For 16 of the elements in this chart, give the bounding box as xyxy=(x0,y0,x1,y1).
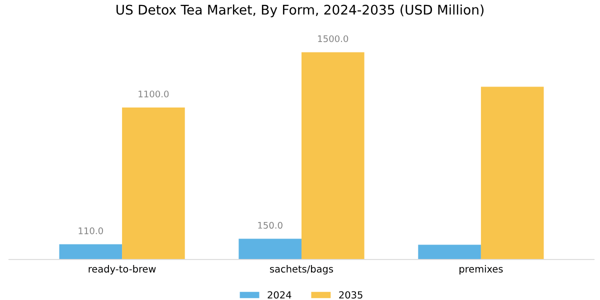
data-label: 1100.0 xyxy=(138,90,169,98)
chart-title: US Detox Tea Market, By Form, 2024-2035 (USD Million) xyxy=(116,4,484,18)
bar xyxy=(238,238,302,260)
x-tick-label: ready-to-brew xyxy=(88,265,156,274)
data-label: 150.0 xyxy=(258,222,282,229)
data-label: 110.0 xyxy=(78,227,103,234)
data-label: 1500.0 xyxy=(318,35,348,42)
bar xyxy=(480,86,544,260)
bar xyxy=(59,244,122,260)
bar xyxy=(302,52,364,260)
bar xyxy=(122,108,185,260)
bar xyxy=(418,244,481,260)
legend-label: 2024 xyxy=(268,291,292,299)
x-tick-label: sachets/bags xyxy=(270,265,334,274)
x-tick-label: premixes xyxy=(460,265,503,274)
legend-label: 2035 xyxy=(339,291,362,299)
